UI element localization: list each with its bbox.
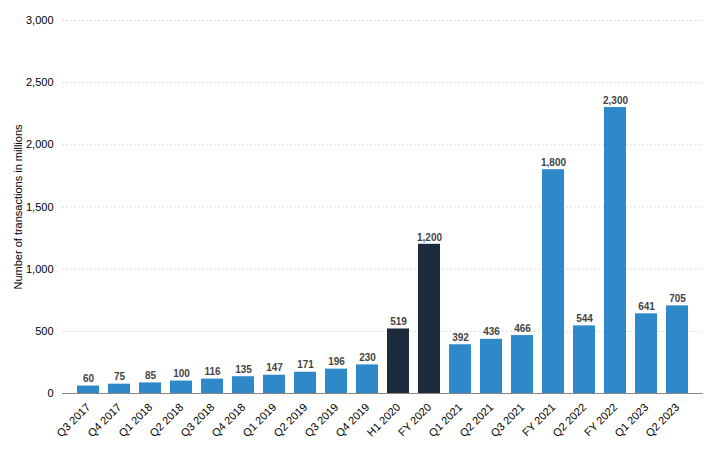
svg-text:116: 116 [204, 366, 221, 377]
svg-text:544: 544 [576, 313, 593, 324]
svg-text:75: 75 [114, 371, 126, 382]
svg-text:3,000: 3,000 [26, 14, 54, 26]
svg-text:Q4 2018: Q4 2018 [209, 400, 248, 440]
svg-text:500: 500 [35, 325, 53, 337]
svg-text:641: 641 [638, 301, 655, 312]
svg-text:Q1 2018: Q1 2018 [116, 400, 155, 440]
svg-text:171: 171 [297, 359, 314, 370]
svg-text:230: 230 [359, 352, 376, 363]
svg-text:Q2 2022: Q2 2022 [550, 401, 588, 439]
svg-text:Q3 2018: Q3 2018 [178, 400, 217, 440]
svg-text:135: 135 [235, 364, 252, 375]
svg-text:Q1 2019: Q1 2019 [240, 400, 279, 440]
svg-text:100: 100 [173, 368, 190, 379]
svg-text:Q3 2017: Q3 2017 [54, 400, 93, 440]
svg-text:392: 392 [452, 332, 469, 343]
svg-text:466: 466 [514, 323, 531, 334]
svg-text:Q4 2017: Q4 2017 [85, 400, 124, 440]
svg-text:Q1 2023: Q1 2023 [612, 400, 651, 440]
svg-text:85: 85 [145, 370, 157, 381]
svg-text:1,800: 1,800 [541, 157, 566, 168]
svg-text:2,000: 2,000 [26, 138, 54, 150]
svg-text:Q2 2018: Q2 2018 [147, 400, 186, 440]
svg-text:FY 2020: FY 2020 [395, 400, 434, 439]
svg-text:1,200: 1,200 [417, 232, 442, 243]
svg-text:Q2 2021: Q2 2021 [457, 400, 496, 440]
svg-text:196: 196 [328, 356, 345, 367]
svg-text:0: 0 [47, 387, 53, 399]
svg-text:519: 519 [390, 316, 407, 327]
svg-text:FY 2022: FY 2022 [581, 400, 620, 439]
svg-text:Number of transactions in mill: Number of transactions in millions [12, 124, 24, 290]
svg-text:1,500: 1,500 [26, 201, 54, 213]
svg-text:Q4 2019: Q4 2019 [333, 401, 371, 439]
svg-text:Q2 2023: Q2 2023 [643, 401, 681, 439]
svg-text:Q2 2019: Q2 2019 [271, 400, 310, 440]
svg-text:1,000: 1,000 [26, 263, 54, 275]
svg-text:147: 147 [266, 362, 283, 373]
svg-text:H1 2020: H1 2020 [365, 401, 403, 439]
svg-text:2,300: 2,300 [603, 95, 628, 106]
svg-text:705: 705 [669, 293, 686, 304]
svg-text:436: 436 [483, 326, 500, 337]
svg-text:FY 2021: FY 2021 [519, 400, 558, 439]
svg-text:2,500: 2,500 [26, 76, 54, 88]
svg-text:60: 60 [83, 373, 95, 384]
svg-text:Q3 2019: Q3 2019 [302, 400, 341, 440]
svg-text:Q3 2021: Q3 2021 [488, 401, 526, 439]
svg-text:Q1 2021: Q1 2021 [426, 400, 465, 440]
